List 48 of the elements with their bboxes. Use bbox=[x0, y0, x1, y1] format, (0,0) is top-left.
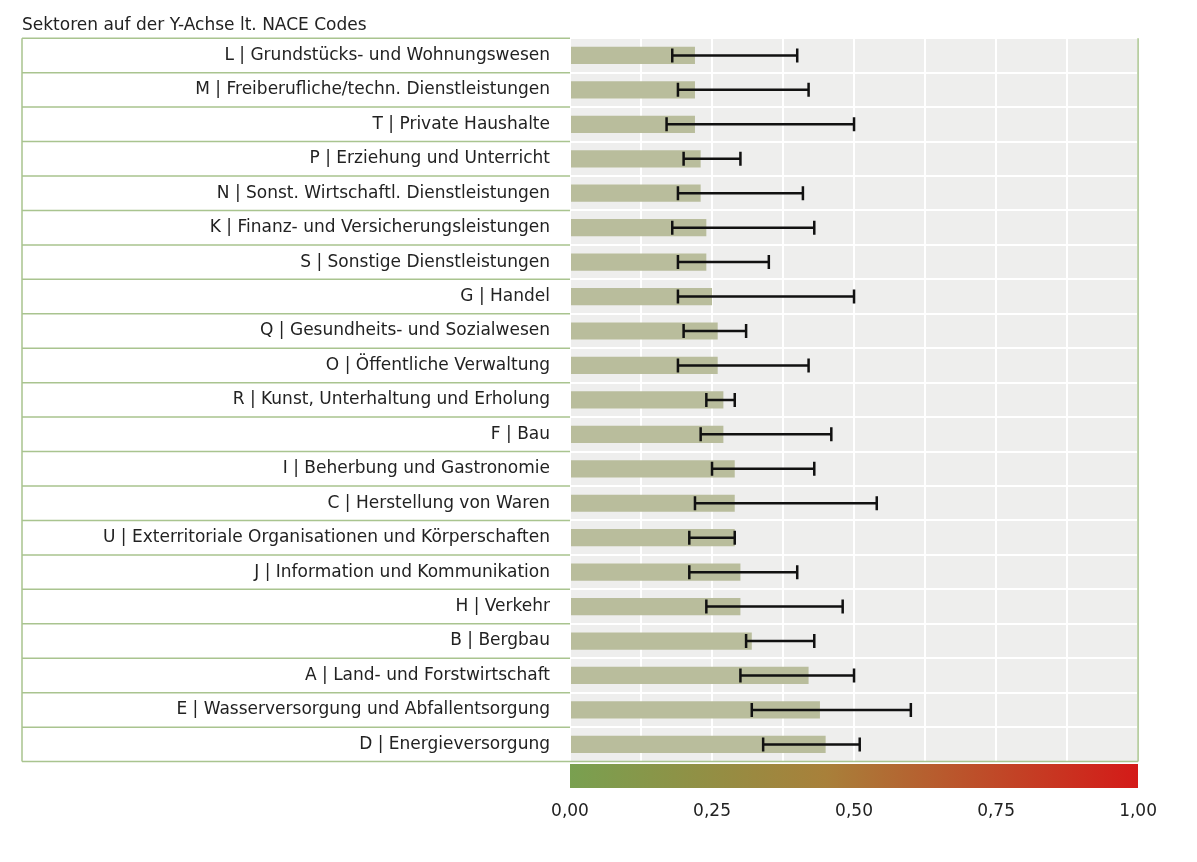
y-tick-label: B | Bergbau bbox=[450, 629, 550, 650]
x-tick-label: 0,25 bbox=[693, 800, 731, 821]
y-tick-label: I | Beherbung und Gastronomie bbox=[282, 457, 550, 478]
y-tick-label: L | Grundstücks- und Wohnungswesen bbox=[224, 43, 550, 64]
y-tick-label: T | Private Haushalte bbox=[371, 112, 550, 133]
bar bbox=[571, 287, 713, 306]
y-tick-label: N | Sonst. Wirtschaftl. Dienstleistungen bbox=[216, 181, 550, 202]
y-tick-label: S | Sonstige Dienstleistungen bbox=[300, 250, 550, 271]
y-tick-label: K | Finanz- und Versicherungsleistungen bbox=[209, 216, 550, 237]
bar bbox=[571, 253, 707, 271]
bar bbox=[571, 46, 695, 65]
bar bbox=[571, 632, 752, 650]
y-tick-label: C | Herstellung von Waren bbox=[327, 491, 550, 512]
bar bbox=[571, 81, 695, 99]
bar bbox=[571, 460, 735, 478]
bar bbox=[571, 529, 735, 547]
bar bbox=[571, 219, 707, 237]
x-tick-label: 1,00 bbox=[1119, 800, 1157, 821]
bar bbox=[571, 425, 724, 443]
bar bbox=[571, 115, 695, 133]
bar bbox=[571, 735, 826, 753]
bar bbox=[571, 597, 741, 616]
text: Sektoren auf der Y-Achse lt. NACE Codes bbox=[22, 14, 367, 35]
x-tick-label: 0,50 bbox=[835, 800, 873, 821]
bar bbox=[571, 150, 701, 168]
bar bbox=[571, 322, 718, 340]
bar bbox=[571, 184, 701, 202]
bar bbox=[571, 356, 718, 375]
bar bbox=[571, 666, 809, 685]
y-tick-label: H | Verkehr bbox=[455, 595, 550, 616]
y-tick-label: D | Energieversorgung bbox=[359, 732, 550, 753]
y-tick-label: G | Handel bbox=[460, 284, 550, 305]
y-tick-label: U | Exterritoriale Organisationen und Körperschaften bbox=[103, 526, 550, 547]
x-tick-label: 0,00 bbox=[551, 800, 589, 821]
y-tick-label: J | Information und Kommunikation bbox=[253, 560, 550, 581]
y-tick-label: Q | Gesundheits- und Sozialwesen bbox=[260, 319, 550, 340]
x-tick-label: 0,75 bbox=[977, 800, 1015, 821]
y-tick-label: A | Land- und Forstwirtschaft bbox=[304, 663, 551, 684]
y-tick-label: O | Öffentliche Verwaltung bbox=[325, 352, 550, 374]
bar bbox=[571, 701, 820, 719]
y-tick-label: F | Bau bbox=[490, 422, 550, 443]
y-tick-label: M | Freiberufliche/techn. Dienstleistungen bbox=[195, 78, 550, 99]
y-tick-label: R | Kunst, Unterhaltung und Erholung bbox=[232, 388, 550, 409]
y-tick-label: E | Wasserversorgung und Abfallentsorgung bbox=[176, 698, 550, 719]
bar bbox=[571, 494, 735, 512]
y-tick-label: P | Erziehung und Unterricht bbox=[309, 147, 551, 168]
bar bbox=[571, 563, 741, 581]
bar bbox=[571, 391, 724, 409]
